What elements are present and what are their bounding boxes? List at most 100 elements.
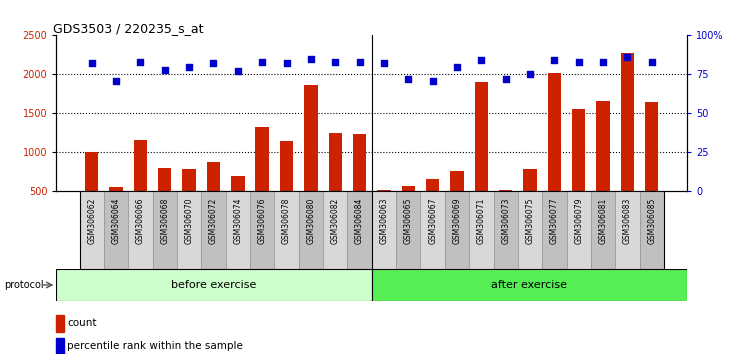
Point [183, 64, 195, 69]
Bar [572, 109, 586, 230]
Bar [445, 191, 469, 269]
Point [158, 67, 170, 73]
Text: before exercise: before exercise [171, 280, 257, 290]
Bar [80, 191, 104, 269]
Point [378, 61, 390, 66]
Text: GSM306072: GSM306072 [209, 198, 218, 244]
Text: GSM306074: GSM306074 [234, 198, 243, 244]
Point [597, 59, 609, 65]
Bar [348, 191, 372, 269]
Text: protocol: protocol [4, 280, 44, 290]
Text: GSM306078: GSM306078 [282, 198, 291, 244]
Point [329, 59, 341, 65]
Point [281, 61, 293, 66]
Point [110, 78, 122, 84]
Bar [152, 191, 177, 269]
Text: GSM306080: GSM306080 [306, 198, 315, 244]
Point [427, 78, 439, 84]
Bar [56, 315, 65, 332]
Bar [493, 191, 518, 269]
Bar [426, 179, 439, 230]
Text: GSM306068: GSM306068 [160, 198, 169, 244]
Bar [250, 191, 274, 269]
Point [305, 56, 317, 62]
Bar [396, 191, 421, 269]
Point [232, 68, 244, 74]
Bar [304, 85, 318, 230]
Bar [328, 133, 342, 230]
Point [451, 64, 463, 69]
Text: GSM306083: GSM306083 [623, 198, 632, 244]
Bar [280, 141, 293, 230]
Bar [158, 168, 171, 230]
Text: GSM306075: GSM306075 [526, 198, 535, 244]
Bar [402, 187, 415, 230]
Bar [469, 191, 493, 269]
Text: GSM306073: GSM306073 [501, 198, 510, 244]
Point [403, 76, 415, 82]
Text: percentile rank within the sample: percentile rank within the sample [68, 342, 243, 352]
Bar [201, 191, 225, 269]
Bar [353, 133, 366, 230]
Text: after exercise: after exercise [491, 280, 568, 290]
Text: GSM306067: GSM306067 [428, 198, 437, 244]
Point [475, 57, 487, 63]
Text: GSM306063: GSM306063 [379, 198, 388, 244]
Bar [615, 191, 640, 269]
Bar [274, 191, 299, 269]
Point [646, 59, 658, 65]
Bar [182, 169, 196, 230]
Text: GSM306069: GSM306069 [452, 198, 461, 244]
Bar [231, 176, 245, 230]
Bar [421, 191, 445, 269]
Bar [475, 82, 488, 230]
Text: GSM306077: GSM306077 [550, 198, 559, 244]
Text: GSM306081: GSM306081 [599, 198, 608, 244]
Bar [372, 191, 396, 269]
Bar [640, 191, 664, 269]
Text: GSM306070: GSM306070 [185, 198, 194, 244]
Text: count: count [68, 319, 97, 329]
Bar [128, 191, 152, 269]
Bar [566, 191, 591, 269]
Point [499, 76, 511, 82]
Text: GSM306084: GSM306084 [355, 198, 364, 244]
Bar [591, 191, 615, 269]
Point [354, 59, 366, 65]
Point [621, 55, 633, 60]
Bar [255, 127, 269, 230]
Bar [104, 191, 128, 269]
Bar [518, 191, 542, 269]
Bar [372, 269, 687, 301]
Bar [323, 191, 348, 269]
Text: GSM306076: GSM306076 [258, 198, 267, 244]
Bar [451, 171, 463, 230]
Text: GSM306079: GSM306079 [575, 198, 584, 244]
Bar [499, 190, 512, 230]
Text: GSM306082: GSM306082 [330, 198, 339, 244]
Bar [596, 101, 610, 230]
Bar [225, 191, 250, 269]
Text: GSM306064: GSM306064 [112, 198, 121, 244]
Bar [56, 269, 372, 301]
Bar [547, 73, 561, 230]
Text: GSM306062: GSM306062 [87, 198, 96, 244]
Bar [207, 161, 220, 230]
Bar [523, 169, 537, 230]
Point [573, 59, 585, 65]
Text: GSM306066: GSM306066 [136, 198, 145, 244]
Point [207, 61, 219, 66]
Bar [177, 191, 201, 269]
Bar [85, 152, 98, 230]
Text: GSM306065: GSM306065 [404, 198, 413, 244]
Point [256, 59, 268, 65]
Bar [110, 187, 122, 230]
Point [548, 57, 560, 63]
Bar [377, 190, 391, 230]
Point [524, 72, 536, 77]
Bar [645, 102, 659, 230]
Point [134, 59, 146, 65]
Bar [56, 338, 65, 354]
Text: GSM306085: GSM306085 [647, 198, 656, 244]
Bar [299, 191, 323, 269]
